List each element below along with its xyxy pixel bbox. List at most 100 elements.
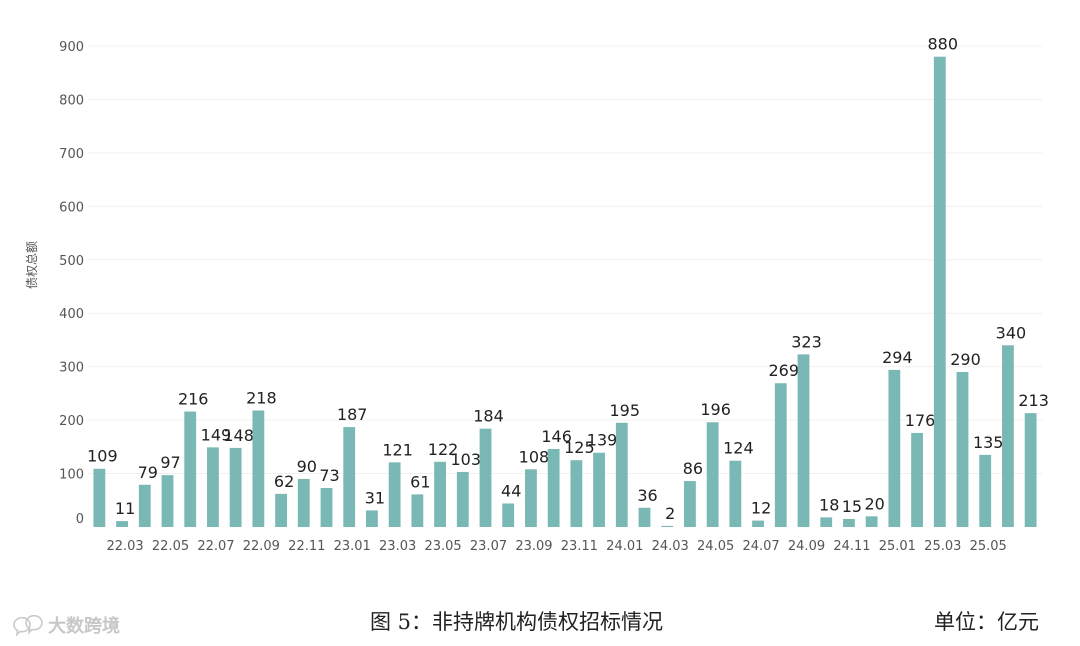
unit-label: 单位：亿元: [934, 610, 1039, 634]
data-label: 187: [337, 405, 368, 424]
x-tick-label: 24.07: [742, 539, 779, 554]
watermark-text: 大数跨境: [48, 616, 120, 637]
bar: [525, 469, 537, 527]
x-tick-label: 23.03: [379, 539, 416, 554]
y-tick-label: 500: [59, 254, 84, 269]
x-tick-label: 24.11: [833, 539, 870, 554]
bar: [615, 422, 628, 527]
bar: [752, 520, 764, 527]
chat-bubble-logo-icon: [13, 614, 43, 637]
data-label: 97: [160, 453, 180, 472]
data-label: 139: [587, 431, 618, 450]
bar: [911, 432, 923, 527]
bar: [388, 462, 401, 527]
data-label: 79: [138, 463, 158, 482]
bar: [797, 354, 810, 527]
data-label: 880: [928, 35, 959, 54]
x-tick-label: 25.01: [879, 539, 916, 554]
bar: [547, 448, 560, 527]
data-label: 146: [541, 427, 572, 446]
data-label: 148: [223, 426, 254, 445]
data-label: 213: [1018, 391, 1049, 410]
bar: [638, 507, 651, 527]
bar: [320, 487, 333, 527]
bar: [343, 427, 356, 527]
bar: [252, 410, 265, 527]
bar: [116, 521, 128, 527]
watermark: 大数跨境: [10, 612, 120, 638]
bar: [933, 56, 946, 527]
data-label: 124: [723, 439, 754, 458]
data-label: 18: [819, 495, 839, 514]
data-label: 196: [700, 400, 731, 419]
bar: [593, 452, 605, 527]
x-tick-label: 22.11: [288, 539, 325, 554]
x-tick-label: 24.09: [788, 539, 825, 554]
bar: [1024, 413, 1037, 527]
y-axis-label: 债权总额: [25, 241, 39, 289]
bar: [1002, 345, 1014, 527]
data-label: 15: [842, 497, 862, 516]
bar: [93, 468, 106, 527]
x-tick-label: 22.09: [243, 539, 280, 554]
x-tick-label: 23.05: [424, 539, 461, 554]
x-tick-label: 22.03: [106, 539, 143, 554]
data-label: 103: [451, 450, 482, 469]
bar: [229, 447, 242, 527]
x-tick-label: 25.05: [970, 539, 1007, 554]
data-label: 269: [769, 361, 800, 380]
data-label: 31: [365, 488, 385, 507]
y-tick-label: 900: [59, 40, 84, 55]
y-tick-label: 200: [59, 414, 84, 429]
y-tick-label: 100: [59, 468, 84, 483]
bar: [161, 475, 174, 527]
bar: [502, 503, 515, 527]
bar: [184, 411, 197, 527]
bar: [138, 484, 151, 527]
bar: [956, 372, 969, 527]
data-label: 61: [410, 472, 430, 491]
y-tick-label: 800: [59, 93, 84, 108]
data-label: 108: [519, 447, 550, 466]
data-label: 44: [501, 481, 521, 500]
y-tick-label: 600: [59, 200, 84, 215]
bar: [570, 460, 583, 527]
x-tick-label: 24.01: [606, 539, 643, 554]
y-tick-label: 300: [59, 361, 84, 376]
bar: [297, 478, 310, 527]
bar: [275, 493, 287, 527]
data-label: 216: [178, 390, 209, 409]
x-tick-label: 23.07: [470, 539, 507, 554]
bar: [843, 518, 855, 527]
data-label: 135: [973, 433, 1004, 452]
bar: [774, 383, 787, 527]
bar: [706, 422, 719, 527]
bar: [979, 454, 992, 527]
data-label: 109: [87, 447, 118, 466]
x-tick-label: 23.11: [561, 539, 598, 554]
bar: [366, 510, 378, 527]
data-label: 340: [996, 323, 1027, 342]
data-label: 11: [115, 499, 135, 518]
data-label: 73: [319, 466, 339, 485]
bar: [820, 517, 833, 527]
data-label: 218: [246, 388, 277, 407]
x-tick-label: 22.05: [152, 539, 189, 554]
bar: [434, 461, 446, 527]
data-label: 323: [791, 332, 822, 351]
y-tick-label: 400: [59, 307, 84, 322]
data-label: 20: [864, 494, 884, 513]
data-label: 86: [683, 459, 703, 478]
x-tick-label: 25.03: [924, 539, 961, 554]
x-tick-label: 23.01: [334, 539, 371, 554]
bar: [888, 369, 901, 527]
data-label: 90: [297, 457, 317, 476]
data-label: 149: [201, 425, 232, 444]
data-label: 12: [751, 499, 771, 518]
data-label: 176: [905, 411, 936, 430]
bar: [661, 525, 674, 527]
data-label: 36: [637, 486, 657, 505]
bar: [865, 516, 878, 527]
data-label: 294: [882, 348, 913, 367]
data-label: 184: [473, 407, 504, 426]
